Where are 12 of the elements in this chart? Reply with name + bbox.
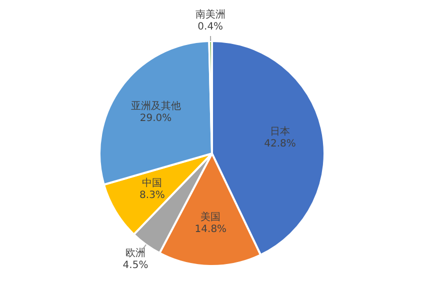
data-label: 14.8% (194, 224, 227, 235)
slice-label: 日本 (270, 126, 290, 138)
slice-label: 欧洲 (125, 246, 146, 259)
slice-label: 南美洲 (195, 8, 226, 21)
data-label: 42.8% (264, 138, 296, 150)
data-label: 4.5% (122, 260, 148, 271)
data-label: 0.4% (198, 22, 224, 33)
slice-label: 亚洲及其他 (130, 100, 181, 112)
data-label: 29.0% (140, 112, 172, 124)
slice-label: 美国 (200, 210, 221, 223)
data-label: 8.3% (140, 190, 165, 202)
slice-label: 中国 (142, 177, 162, 190)
